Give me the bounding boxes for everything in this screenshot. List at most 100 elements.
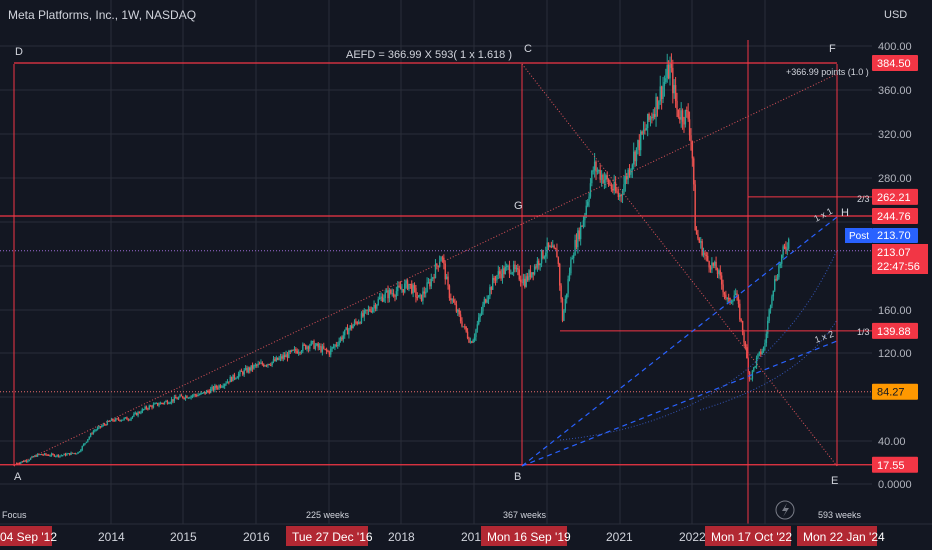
- fan-line-1x2[interactable]: [521, 340, 838, 467]
- candle-body: [59, 455, 61, 457]
- candle-body: [112, 418, 114, 421]
- candle-body: [215, 385, 217, 388]
- candle-body: [575, 239, 578, 248]
- price-badge-139-88[interactable]: [872, 322, 918, 339]
- candle-body: [609, 184, 611, 186]
- candle-body: [25, 460, 28, 462]
- candle-body: [704, 252, 706, 255]
- candle-body: [531, 272, 533, 278]
- candle-body: [391, 293, 393, 295]
- candle-body: [697, 234, 699, 239]
- candle-body: [466, 331, 469, 339]
- candle-body: [162, 403, 164, 405]
- candle-body: [638, 140, 641, 151]
- candle-body: [645, 128, 647, 131]
- fan-line-1x1[interactable]: [521, 216, 838, 467]
- date-badge[interactable]: [705, 526, 791, 546]
- candle-body: [433, 277, 435, 279]
- price-badge-17-55[interactable]: [872, 456, 918, 473]
- candle-body: [603, 179, 606, 184]
- candle-body: [397, 285, 399, 292]
- date-badge-text: Tue 27 Dec '16: [292, 530, 373, 544]
- candle-body: [190, 395, 192, 398]
- candle-body: [275, 357, 278, 362]
- candle-body: [588, 196, 590, 202]
- candle-body: [317, 343, 319, 348]
- candle-body: [68, 453, 71, 455]
- date-badge[interactable]: [286, 526, 368, 546]
- candle-body: [186, 396, 188, 399]
- candle-body: [359, 322, 361, 324]
- candle-body: [27, 460, 29, 462]
- candle-body: [282, 355, 284, 359]
- price-badge-post[interactable]: [872, 228, 918, 243]
- post-label-badge[interactable]: [845, 228, 872, 243]
- candle-body: [216, 387, 219, 389]
- candle-body: [401, 289, 403, 291]
- candle-body: [570, 259, 572, 274]
- candle-body: [261, 362, 264, 365]
- candle-body: [381, 296, 384, 302]
- candle-body: [778, 265, 780, 278]
- candle-body: [184, 396, 187, 399]
- candle-body: [412, 285, 414, 294]
- candle-body: [179, 395, 181, 398]
- diagonal-line-ce[interactable]: [521, 63, 838, 467]
- candle-body: [415, 288, 417, 298]
- candle-body: [129, 419, 131, 421]
- price-badge-84-27[interactable]: [872, 383, 918, 400]
- date-badge[interactable]: [0, 526, 52, 546]
- candle-body: [726, 297, 728, 299]
- candle-body: [34, 455, 36, 457]
- candle-body: [147, 408, 149, 410]
- date-badge[interactable]: [481, 526, 567, 546]
- price-badge-current[interactable]: [872, 244, 928, 274]
- candle-body: [35, 455, 37, 457]
- candle-body: [764, 342, 766, 348]
- candle-body: [602, 174, 604, 184]
- candle-body: [385, 290, 388, 293]
- candle-body: [459, 314, 462, 322]
- candle-body: [743, 332, 745, 343]
- candle-body: [554, 248, 557, 250]
- candle-body: [644, 129, 646, 131]
- candle-body: [687, 111, 689, 120]
- trend-line-dotted[interactable]: [13, 73, 838, 467]
- candle-body: [480, 311, 483, 315]
- price-badge-244-76[interactable]: [872, 207, 918, 224]
- candle-body: [483, 299, 486, 305]
- candle-body: [398, 285, 400, 287]
- candle-body: [448, 285, 451, 299]
- candle-body: [455, 304, 458, 312]
- candle-body: [402, 289, 405, 293]
- price-badge-384-50[interactable]: [872, 54, 918, 71]
- candle-body: [63, 453, 65, 456]
- candle-body: [74, 453, 76, 455]
- candle-body: [649, 117, 652, 120]
- candle-body: [172, 399, 174, 402]
- candle-body: [96, 427, 99, 430]
- candle-body: [613, 182, 615, 191]
- price-badge-262-21[interactable]: [872, 188, 918, 205]
- candle-body: [392, 293, 395, 296]
- candle-body: [232, 374, 234, 382]
- candle-body: [169, 402, 171, 404]
- candle-body: [46, 454, 49, 456]
- candle-body: [595, 161, 597, 172]
- date-badge[interactable]: [797, 526, 877, 546]
- candle-body: [332, 346, 335, 348]
- candle-body: [191, 395, 194, 397]
- candle-body: [512, 264, 515, 273]
- candle-body: [163, 401, 166, 404]
- candle-body: [600, 174, 603, 180]
- candle-body: [701, 241, 703, 256]
- candle-body: [762, 347, 765, 352]
- candle-body: [688, 119, 691, 136]
- candle-body: [538, 260, 540, 266]
- candle-body: [194, 394, 197, 396]
- candle-body: [440, 257, 442, 262]
- candle-body: [542, 250, 544, 259]
- candle-body: [624, 176, 627, 185]
